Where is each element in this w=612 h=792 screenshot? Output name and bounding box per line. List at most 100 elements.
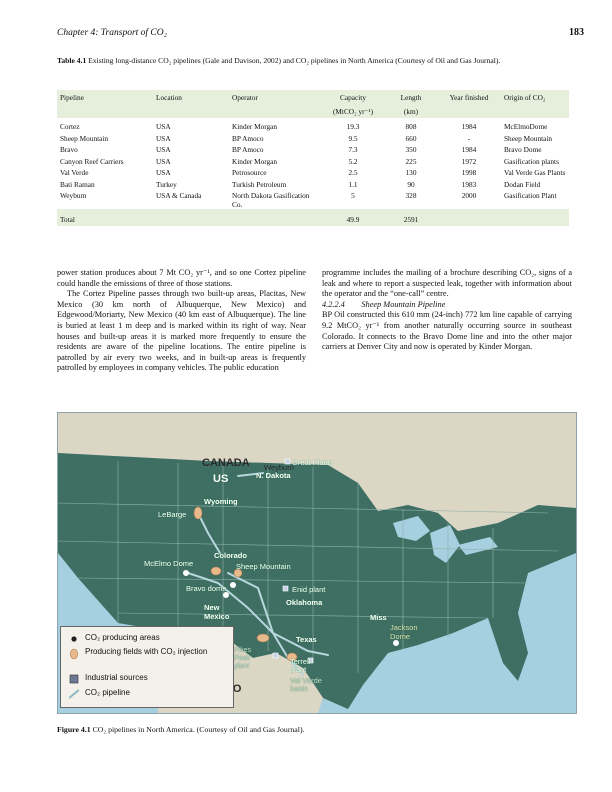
industrial-square-icon xyxy=(69,674,79,684)
table-cell: Sheep Mountain xyxy=(504,133,553,143)
table-cell: - xyxy=(467,133,471,143)
table-cell: 1972 xyxy=(461,156,477,166)
table-cell: BP Amoco xyxy=(232,133,264,143)
oil-field-icon xyxy=(69,648,79,660)
table-cell: BP Amoco xyxy=(232,145,264,154)
table-cell: Gasification plants xyxy=(504,156,559,166)
table-cell: Bravo xyxy=(60,145,78,154)
map-label-us: US xyxy=(213,473,229,485)
table-cell: Turkey xyxy=(156,179,177,189)
map-label-sheep-mountain: Sheep Mountain xyxy=(236,562,291,571)
table-cell: 90 xyxy=(407,179,415,189)
table-cell: Gasification Plant xyxy=(504,191,557,200)
figure-caption: Figure 4.1 CO₂ pipelines in North Americ… xyxy=(57,725,304,734)
map-label-new-mexico: New Mexico xyxy=(204,603,230,621)
table-cell: USA xyxy=(156,156,171,166)
subheader-cell xyxy=(229,105,321,118)
table-cell: Dodan Field xyxy=(504,179,541,189)
body-left-column: power station produces about 7 Mt CO₂ yr… xyxy=(57,268,306,374)
legend-label: CO₂ pipeline xyxy=(85,688,130,697)
col-header-length: Length xyxy=(400,93,422,102)
map-label-texas: Texas xyxy=(296,635,317,644)
table-cell: McElmoDome xyxy=(504,122,548,131)
table-cell: 1983 xyxy=(461,179,477,189)
map-label-enid-plant: Enid plant xyxy=(292,585,326,594)
paragraph: BP Oil constructed this 610 mm (24-inch)… xyxy=(322,310,572,352)
legend-item: CO₂ producing areas xyxy=(69,633,160,644)
subheader-cell xyxy=(57,105,153,118)
figure-label: Figure 4.1 xyxy=(57,725,91,734)
table-cell: 1.1 xyxy=(348,179,358,189)
subheader-capacity-unit: (MtCO₂ yr⁻¹) xyxy=(333,107,373,116)
legend-item: Industrial sources xyxy=(69,673,148,684)
dot-icon xyxy=(69,634,79,644)
table-cell: Bravo Dome xyxy=(504,145,542,154)
table-row: Val Verde USA Petrosource 2.5 130 1998 Val Ver… xyxy=(57,168,569,180)
map-label-bravo-dome: Bravo dome xyxy=(186,584,227,593)
total-length: 2591 xyxy=(385,209,437,226)
table-cell: 2.5 xyxy=(348,168,358,177)
map-label-n-dakota: N. Dakota xyxy=(256,471,291,480)
subheader-cell xyxy=(501,105,569,118)
map-label-terrell-plant: Terrell plant xyxy=(290,657,311,674)
table-cell: Petrosource xyxy=(232,168,267,177)
table-cell: USA xyxy=(156,122,171,131)
total-capacity: 49.9 xyxy=(321,209,385,226)
section-subheading: 4.2.2.4 Sheep Mountain Pipeline xyxy=(322,299,446,309)
map-label-weyburn: Weyburn xyxy=(264,463,294,472)
table-subheader-row: (MtCO₂ yr⁻¹) (km) xyxy=(57,105,569,118)
col-header-origin: Origin of CO₂ xyxy=(504,93,546,102)
table-row: Sheep Mountain USA BP Amoco 9.5 660 - Sheep Mo… xyxy=(57,134,569,146)
paragraph: The Cortez Pipeline passes through two b… xyxy=(57,289,306,373)
table-cell: 7.3 xyxy=(348,145,358,154)
table-cell: 328 xyxy=(405,191,417,200)
map-label-oklahoma: Oklahoma xyxy=(286,598,323,607)
table-cell: Val Verde xyxy=(60,168,89,177)
table-cell: 2000 xyxy=(461,191,477,200)
legend-item: CO₂ pipeline xyxy=(68,688,130,699)
table-cell: Cortez xyxy=(60,122,80,131)
map-label-canada: CANADA xyxy=(202,457,250,469)
table-cell: USA xyxy=(156,145,171,154)
map-label-lebarge: LeBarge xyxy=(158,510,187,519)
table-cell: USA xyxy=(156,133,171,143)
map-label-colorado: Colorado xyxy=(214,551,247,560)
map-label-great-plains: Great Plains xyxy=(292,458,334,467)
table-cell: 5 xyxy=(351,191,355,200)
table-cell: 1984 xyxy=(461,122,477,131)
table-cell: Canyon Reef Carriers xyxy=(60,156,124,166)
table-cell: North Dakota Gasification Co. xyxy=(232,191,310,209)
map-label-mcelmo-dome: McElmo Dome xyxy=(144,559,194,568)
table-cell: Val Verde Gas Plants xyxy=(504,168,566,177)
table-row: Cortez USA Kinder Morgan 19.3 808 1984 McElmoD… xyxy=(57,118,569,134)
map-label-pikes-peak-plant: Pikes Peak plant xyxy=(234,647,252,670)
legend-label: CO₂ producing areas xyxy=(85,633,160,642)
table-row: Canyon Reef Carriers USA Kinder Morgan 5.2 2… xyxy=(57,157,569,169)
map-label-jackson-dome: Jackson Dome xyxy=(390,623,418,641)
legend-label: Producing fields with CO₂ injection xyxy=(85,647,208,656)
page-number: 183 xyxy=(569,27,584,38)
table-cell: 9.5 xyxy=(348,133,358,143)
map-label-val-verde-basin: Val Verde basin xyxy=(290,676,322,693)
table-cell: 808 xyxy=(405,122,417,131)
table-cell: Kinder Morgan xyxy=(232,156,278,166)
table-cell: USA xyxy=(156,168,171,177)
table-cell: USA & Canada xyxy=(156,191,202,200)
paragraph: programme includes the mailing of a broc… xyxy=(322,268,572,299)
subheader-length-unit: (km) xyxy=(403,107,419,116)
table-cell: Weyburn xyxy=(60,191,87,200)
legend-label: Industrial sources xyxy=(85,673,148,682)
table-total-row: Total 49.9 2591 xyxy=(57,209,569,226)
table-row: Bati Raman Turkey Turkish Petroleum 1.1 90 19… xyxy=(57,180,569,192)
table-cell: 350 xyxy=(405,145,417,154)
col-header-pipeline: Pipeline xyxy=(60,93,84,102)
legend-item: Producing fields with CO₂ injection xyxy=(69,647,219,660)
pipeline-line-icon xyxy=(68,689,80,699)
co2-pipeline-map: CANADA Weyburn US Great Plains N. Dakota… xyxy=(57,412,577,714)
map-label-miss: Miss xyxy=(370,613,387,622)
col-header-year: Year finished xyxy=(449,93,489,102)
table-cell: 225 xyxy=(405,156,417,166)
table-header-row: Pipeline Location Operator Capacity Leng… xyxy=(57,90,569,105)
body-right-column: programme includes the mailing of a broc… xyxy=(322,268,572,353)
table-cell: Turkish Petroleum xyxy=(232,179,287,189)
